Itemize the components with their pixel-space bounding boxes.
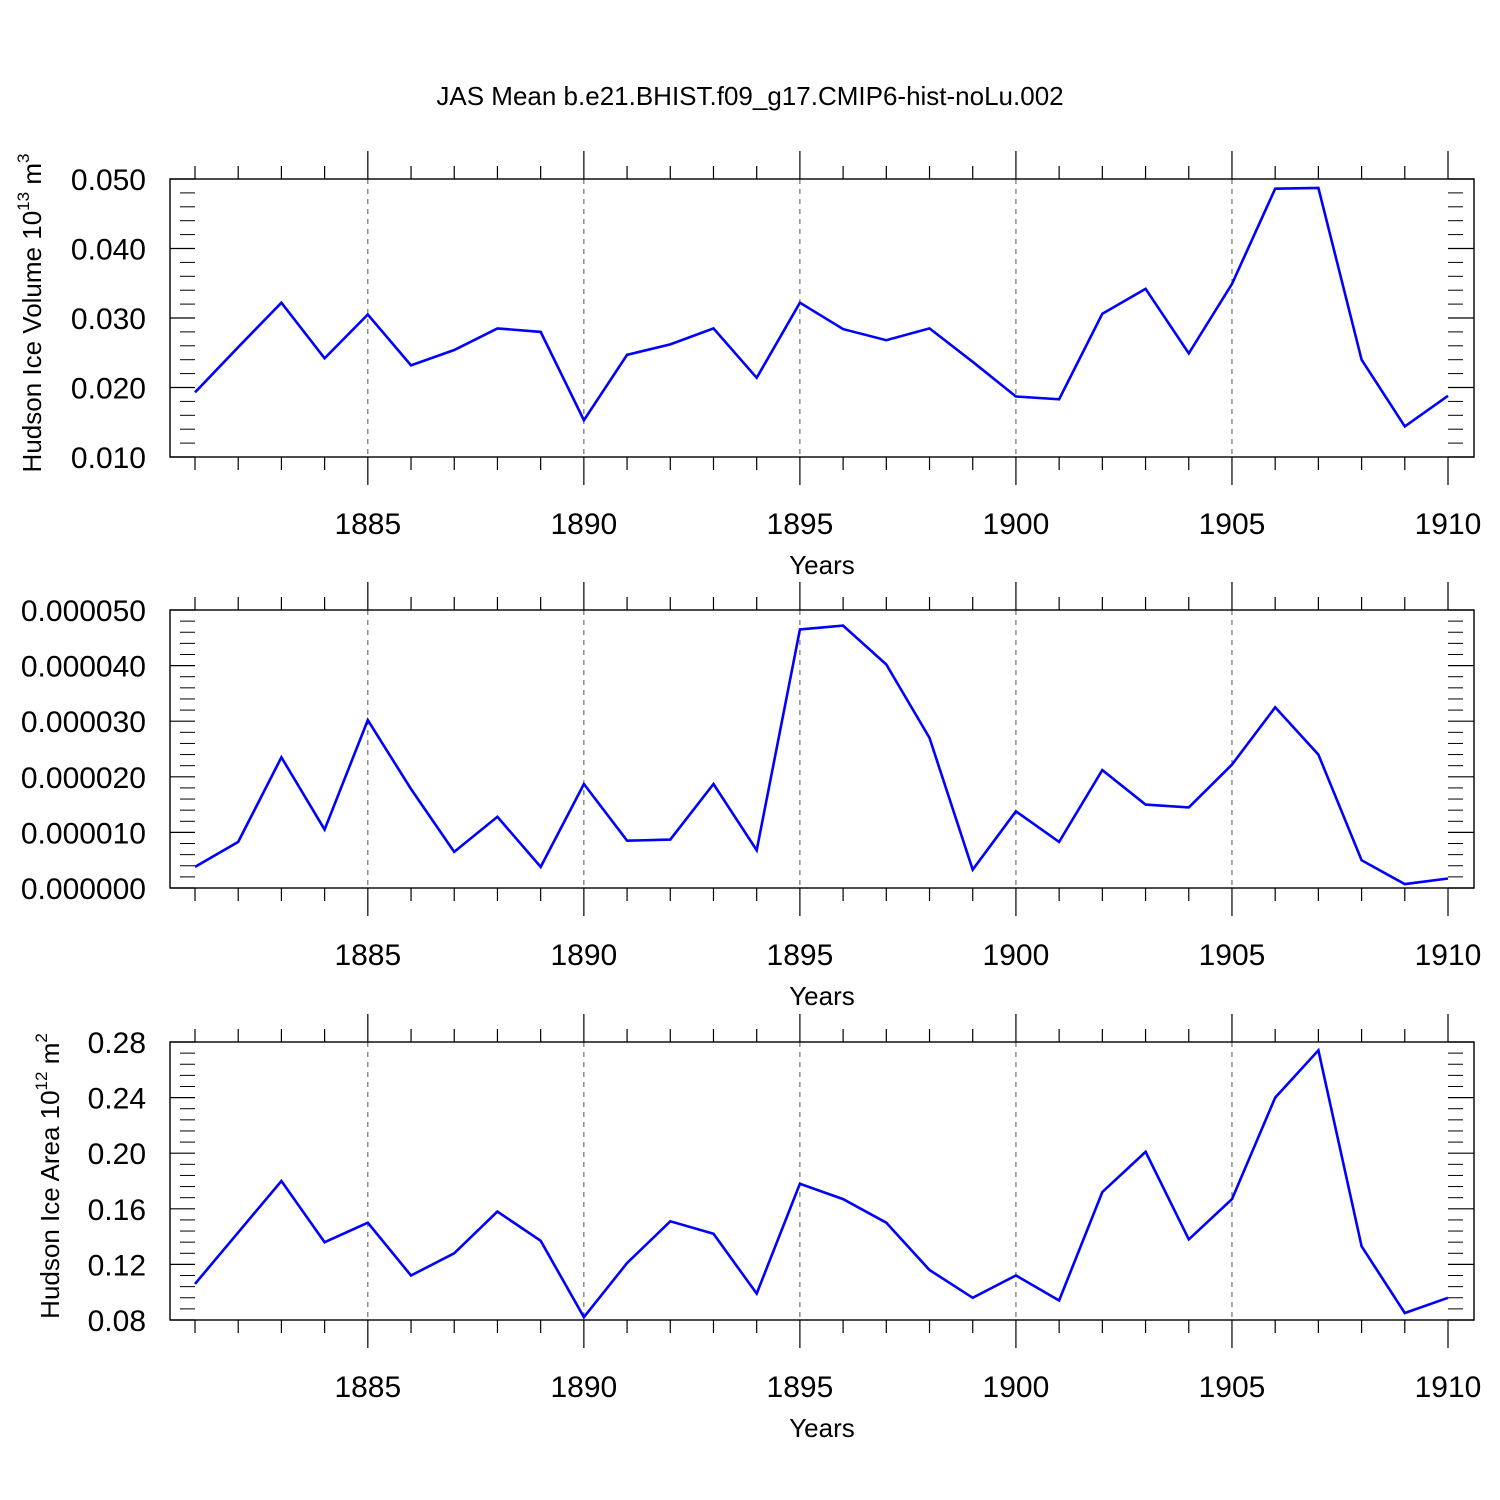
y-axis-label-part: m xyxy=(35,1043,65,1072)
y-axis-label: Hudson Ice Area 1012 m2 xyxy=(32,1033,65,1319)
panels: 1885 1890 1895 1900 1905 1910 0.010 0.020 0.030 0… xyxy=(14,151,1481,1443)
x-tick-label: 1885 xyxy=(334,939,401,972)
x-tick-label: 1900 xyxy=(983,939,1050,972)
x-tick-label: 1905 xyxy=(1199,939,1266,972)
y-tick-label: 0.12 xyxy=(88,1249,146,1282)
y-axis-label-part: Hudson Ice Volume 10 xyxy=(17,211,47,473)
x-tick-label: 1895 xyxy=(767,939,834,972)
y-tick-label: 0.020 xyxy=(71,373,146,406)
chart-title: JAS Mean b.e21.BHIST.f09_g17.CMIP6-hist-… xyxy=(436,81,1063,111)
x-tick-label: 1895 xyxy=(767,1371,834,1404)
x-tick-label: 1890 xyxy=(550,939,617,972)
x-axis-label: Years xyxy=(789,981,855,1011)
y-tick-label: 0.000020 xyxy=(21,762,146,795)
x-axis-label: Years xyxy=(789,550,855,580)
x-axis-label: Years xyxy=(789,1413,855,1443)
y-tick-label: 0.030 xyxy=(71,303,146,336)
series-line xyxy=(194,624,1449,886)
y-axis-label-part: 12 xyxy=(32,1072,51,1091)
y-tick-label: 0.20 xyxy=(88,1138,146,1171)
y-tick-label: 0.000010 xyxy=(21,817,146,850)
y-tick-label: 0.08 xyxy=(88,1305,146,1338)
y-tick-label: 0.050 xyxy=(71,164,146,197)
y-axis-label: Hudson Ice Volume 1013 m3 xyxy=(14,154,47,473)
plot-frame xyxy=(169,609,1475,889)
y-tick-label: 0.000000 xyxy=(21,873,146,906)
y-axis-label-part: 3 xyxy=(14,154,33,163)
series-line xyxy=(194,186,1449,429)
chart-panel-1: 1885 1890 1895 1900 1905 1910 0.010 0.020 0.030 0… xyxy=(14,151,1481,580)
y-axis-label-part: 13 xyxy=(14,192,33,211)
x-tick-label: 1900 xyxy=(983,1371,1050,1404)
y-axis-label-part: 2 xyxy=(32,1033,51,1042)
x-tick-label: 1890 xyxy=(550,1371,617,1404)
y-tick-label: 0.040 xyxy=(71,234,146,267)
y-tick-label: 0.24 xyxy=(88,1083,146,1116)
y-tick-label: 0.28 xyxy=(88,1027,146,1060)
y-tick-label: 0.000050 xyxy=(21,595,146,628)
x-tick-label: 1900 xyxy=(983,508,1050,541)
y-tick-label: 0.000040 xyxy=(21,651,146,684)
series-line xyxy=(194,1047,1449,1320)
y-tick-label: 0.16 xyxy=(88,1194,146,1227)
plot-frame xyxy=(169,1041,1475,1321)
x-tick-label: 1885 xyxy=(334,508,401,541)
x-tick-label: 1910 xyxy=(1415,1371,1482,1404)
x-tick-label: 1885 xyxy=(334,1371,401,1404)
x-tick-label: 1905 xyxy=(1199,1371,1266,1404)
chart-panel-3: 1885 1890 1895 1900 1905 1910 0.08 0.12 0.16 0.20… xyxy=(32,1014,1481,1443)
chart-panel-2: 1885 1890 1895 1900 1905 1910 0.000000 0.000010… xyxy=(21,582,1482,1011)
x-tick-label: 1910 xyxy=(1415,939,1482,972)
x-tick-label: 1890 xyxy=(550,508,617,541)
x-tick-label: 1905 xyxy=(1199,508,1266,541)
x-tick-label: 1910 xyxy=(1415,508,1482,541)
y-axis-label-part: Hudson Ice Area 10 xyxy=(35,1090,65,1318)
y-tick-label: 0.000030 xyxy=(21,706,146,739)
y-tick-label: 0.010 xyxy=(71,442,146,475)
y-axis-label-part: m xyxy=(17,163,47,192)
x-tick-label: 1895 xyxy=(767,508,834,541)
